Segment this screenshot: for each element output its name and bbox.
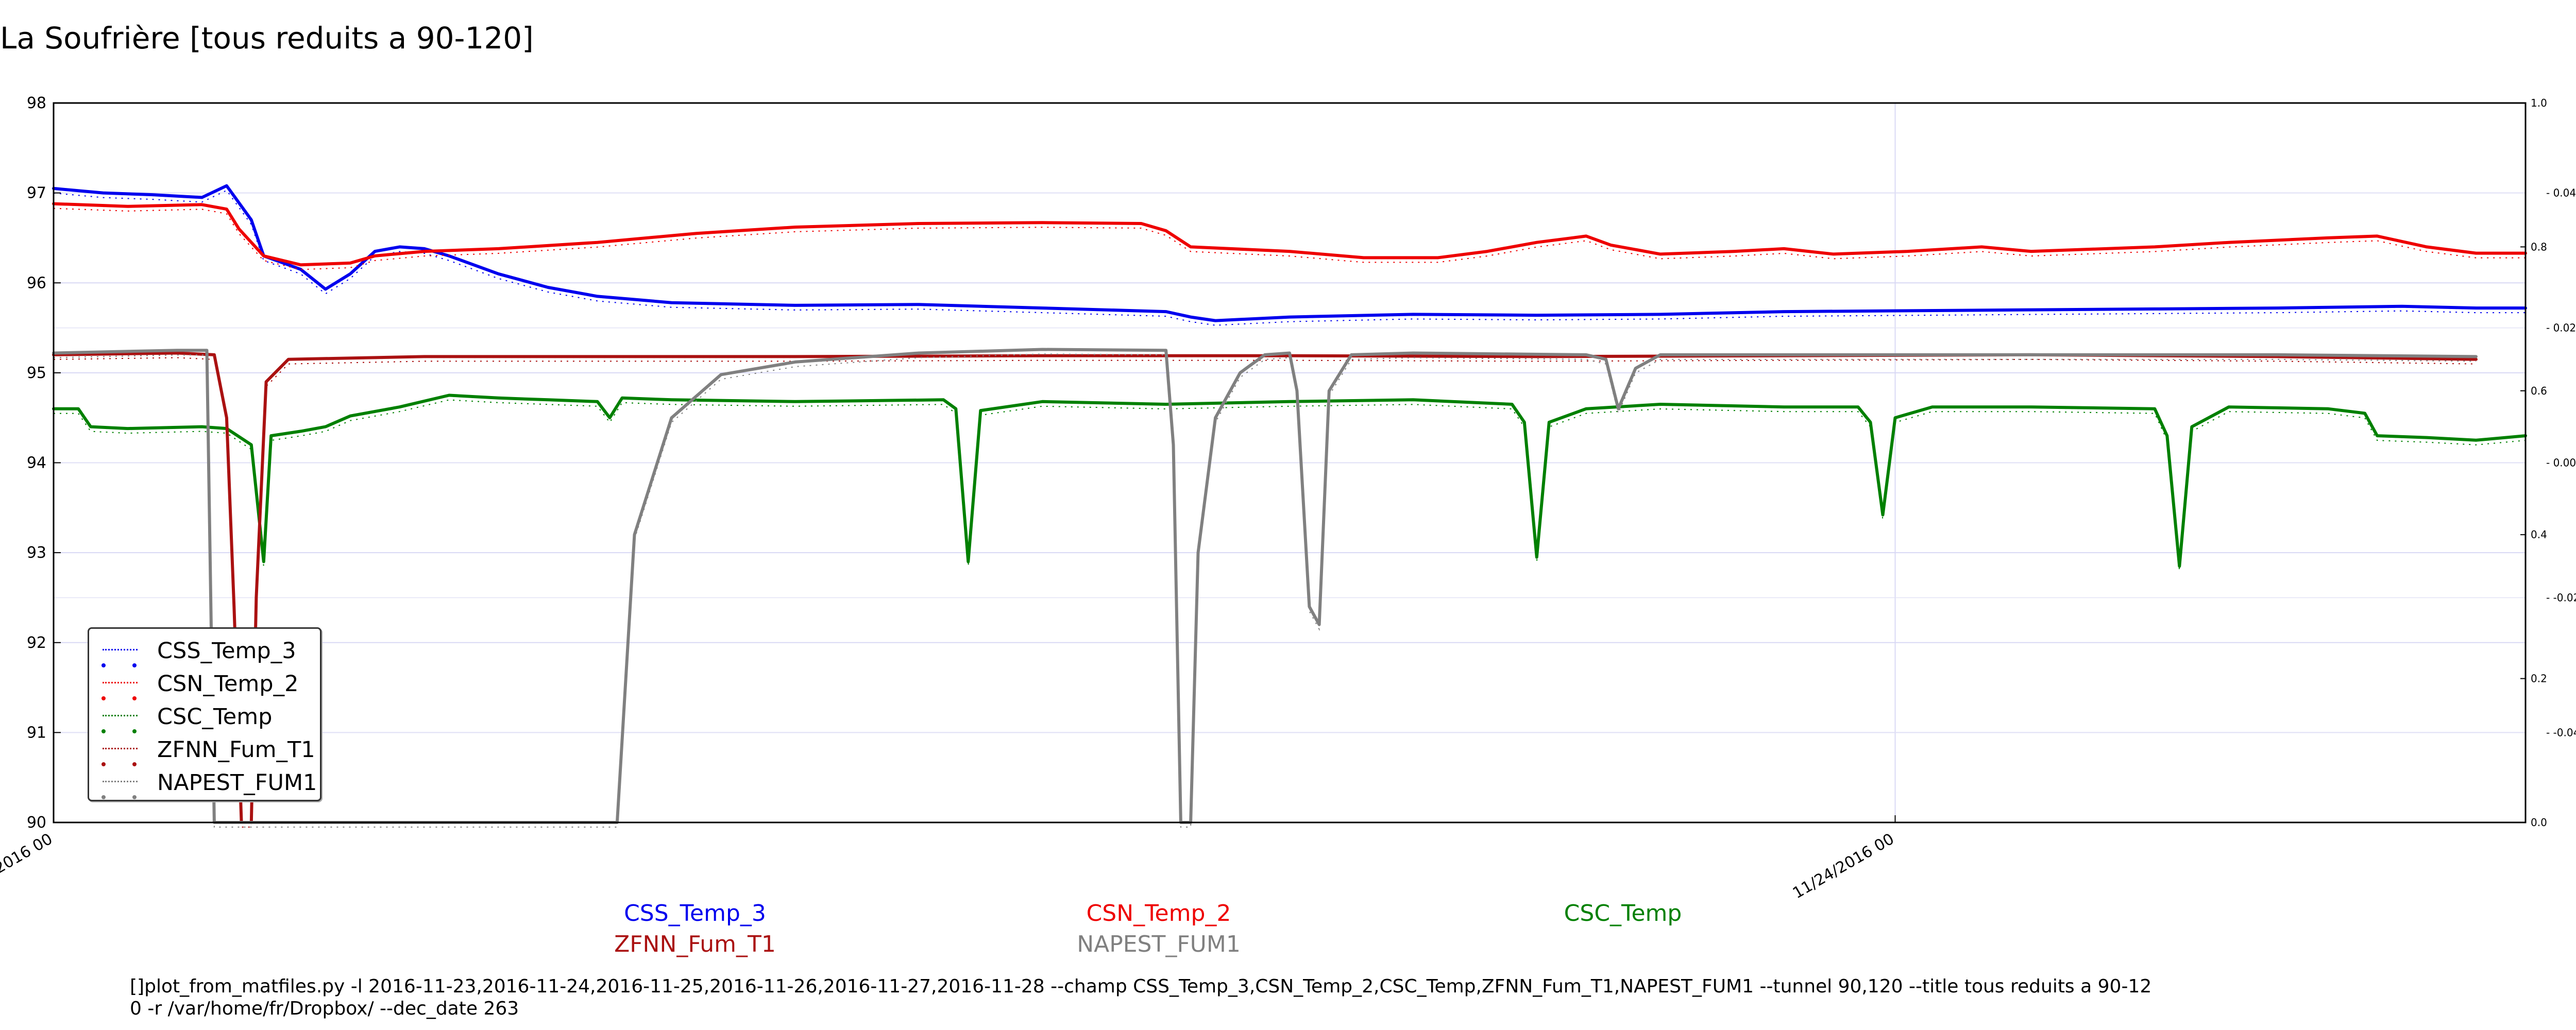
legend-swatch-zfnn bbox=[101, 748, 138, 766]
legend-swatch-css bbox=[101, 649, 138, 667]
right-inner-tick-label: - 0.00 bbox=[2546, 457, 2576, 469]
bottom-label-napest: NAPEST_FUM1 bbox=[1077, 931, 1241, 957]
legend-swatch-csc bbox=[101, 715, 138, 733]
series-line-napest-fum1 bbox=[52, 348, 2478, 824]
bottom-label-zfnn: ZFNN_Fum_T1 bbox=[614, 931, 776, 957]
right-inner-tick-label: - -0.04 bbox=[2546, 726, 2576, 739]
legend-item: CSC_Temp bbox=[89, 700, 320, 733]
legend-marker bbox=[132, 696, 137, 700]
right-outer-tick-label: 0.4 bbox=[2531, 528, 2547, 541]
bottom-label-csn: CSN_Temp_2 bbox=[1086, 900, 1231, 926]
bottom-label-csc: CSC_Temp bbox=[1564, 900, 1682, 926]
right-outer-tick-label: 0.6 bbox=[2531, 385, 2547, 397]
y-tick-label: 95 bbox=[27, 364, 46, 382]
x-tick-label: 11/23/2016 00 bbox=[0, 830, 56, 903]
command-line-2: 0 -r /var/home/fr/Dropbox/ --dec_date 26… bbox=[130, 998, 519, 1019]
y-tick-label: 96 bbox=[27, 274, 46, 292]
legend-label: CSN_Temp_2 bbox=[157, 671, 299, 697]
legend-item: CSS_Temp_3 bbox=[89, 634, 320, 667]
page-title: La Soufrière [tous reduits a 90-120] bbox=[0, 21, 534, 56]
y-tick-label: 92 bbox=[27, 634, 46, 652]
right-inner-tick-label: - -0.02 bbox=[2546, 591, 2576, 604]
series-line-csn-temp-2 bbox=[52, 202, 2527, 267]
series-dots-napest-fum1 bbox=[53, 353, 2477, 828]
legend-label: ZFNN_Fum_T1 bbox=[157, 737, 315, 763]
series-lines bbox=[52, 184, 2527, 828]
right-inner-tick-label: - 0.04 bbox=[2546, 187, 2576, 199]
legend-marker bbox=[101, 729, 106, 733]
series-dots-zfnn-fum-t1 bbox=[53, 357, 2477, 828]
right-outer-tick-label: 0.8 bbox=[2531, 241, 2547, 253]
series-dots-csc-temp bbox=[54, 399, 2526, 571]
legend-item: CSN_Temp_2 bbox=[89, 667, 320, 700]
series-line-zfnn-fum-t1 bbox=[52, 351, 2478, 824]
legend-item: NAPEST_FUM1 bbox=[89, 766, 320, 799]
legend-marker bbox=[132, 663, 137, 667]
y-tick-label: 91 bbox=[27, 724, 46, 742]
right-outer-tick-label: 0.2 bbox=[2531, 673, 2547, 685]
grid-lines bbox=[53, 103, 2526, 822]
bottom-label-css: CSS_Temp_3 bbox=[624, 900, 766, 926]
legend-marker bbox=[132, 795, 137, 799]
command-line-1: []plot_from_matfiles.py -l 2016-11-23,20… bbox=[130, 976, 2152, 997]
axis-ticks: 90 91 92 93 94 95 96 97 98 11/23/2016 00 11/24/201… bbox=[0, 94, 2576, 902]
legend-marker bbox=[101, 762, 106, 766]
legend-marker bbox=[101, 696, 106, 700]
y-tick-label: 98 bbox=[27, 94, 46, 112]
series-line-csc-temp bbox=[52, 393, 2527, 568]
right-inner-tick-label: - 0.02 bbox=[2546, 322, 2576, 334]
legend-marker bbox=[132, 729, 137, 733]
legend-item: ZFNN_Fum_T1 bbox=[89, 733, 320, 766]
y-tick-label: 90 bbox=[27, 814, 46, 832]
legend: CSS_Temp_3 CSN_Temp_2 CSC_Temp ZFNN_Fum_… bbox=[88, 627, 321, 801]
right-outer-tick-label: 0.0 bbox=[2531, 816, 2547, 829]
y-tick-label: 97 bbox=[27, 184, 46, 202]
legend-marker bbox=[101, 795, 106, 799]
y-tick-label: 93 bbox=[27, 544, 46, 562]
y-tick-label: 94 bbox=[27, 454, 46, 472]
legend-swatch-napest bbox=[101, 781, 138, 799]
x-tick-label: 11/24/2016 00 bbox=[1790, 830, 1897, 903]
series-dots-csn-temp-2 bbox=[53, 208, 2526, 270]
legend-swatch-csn bbox=[101, 682, 138, 700]
legend-marker bbox=[101, 663, 106, 667]
right-outer-tick-label: 1.0 bbox=[2531, 97, 2547, 109]
legend-label: CSC_Temp bbox=[157, 704, 273, 730]
series-dots-css-temp-3 bbox=[53, 190, 2526, 326]
legend-label: NAPEST_FUM1 bbox=[157, 770, 317, 796]
legend-marker bbox=[132, 762, 137, 766]
legend-label: CSS_Temp_3 bbox=[157, 638, 296, 664]
